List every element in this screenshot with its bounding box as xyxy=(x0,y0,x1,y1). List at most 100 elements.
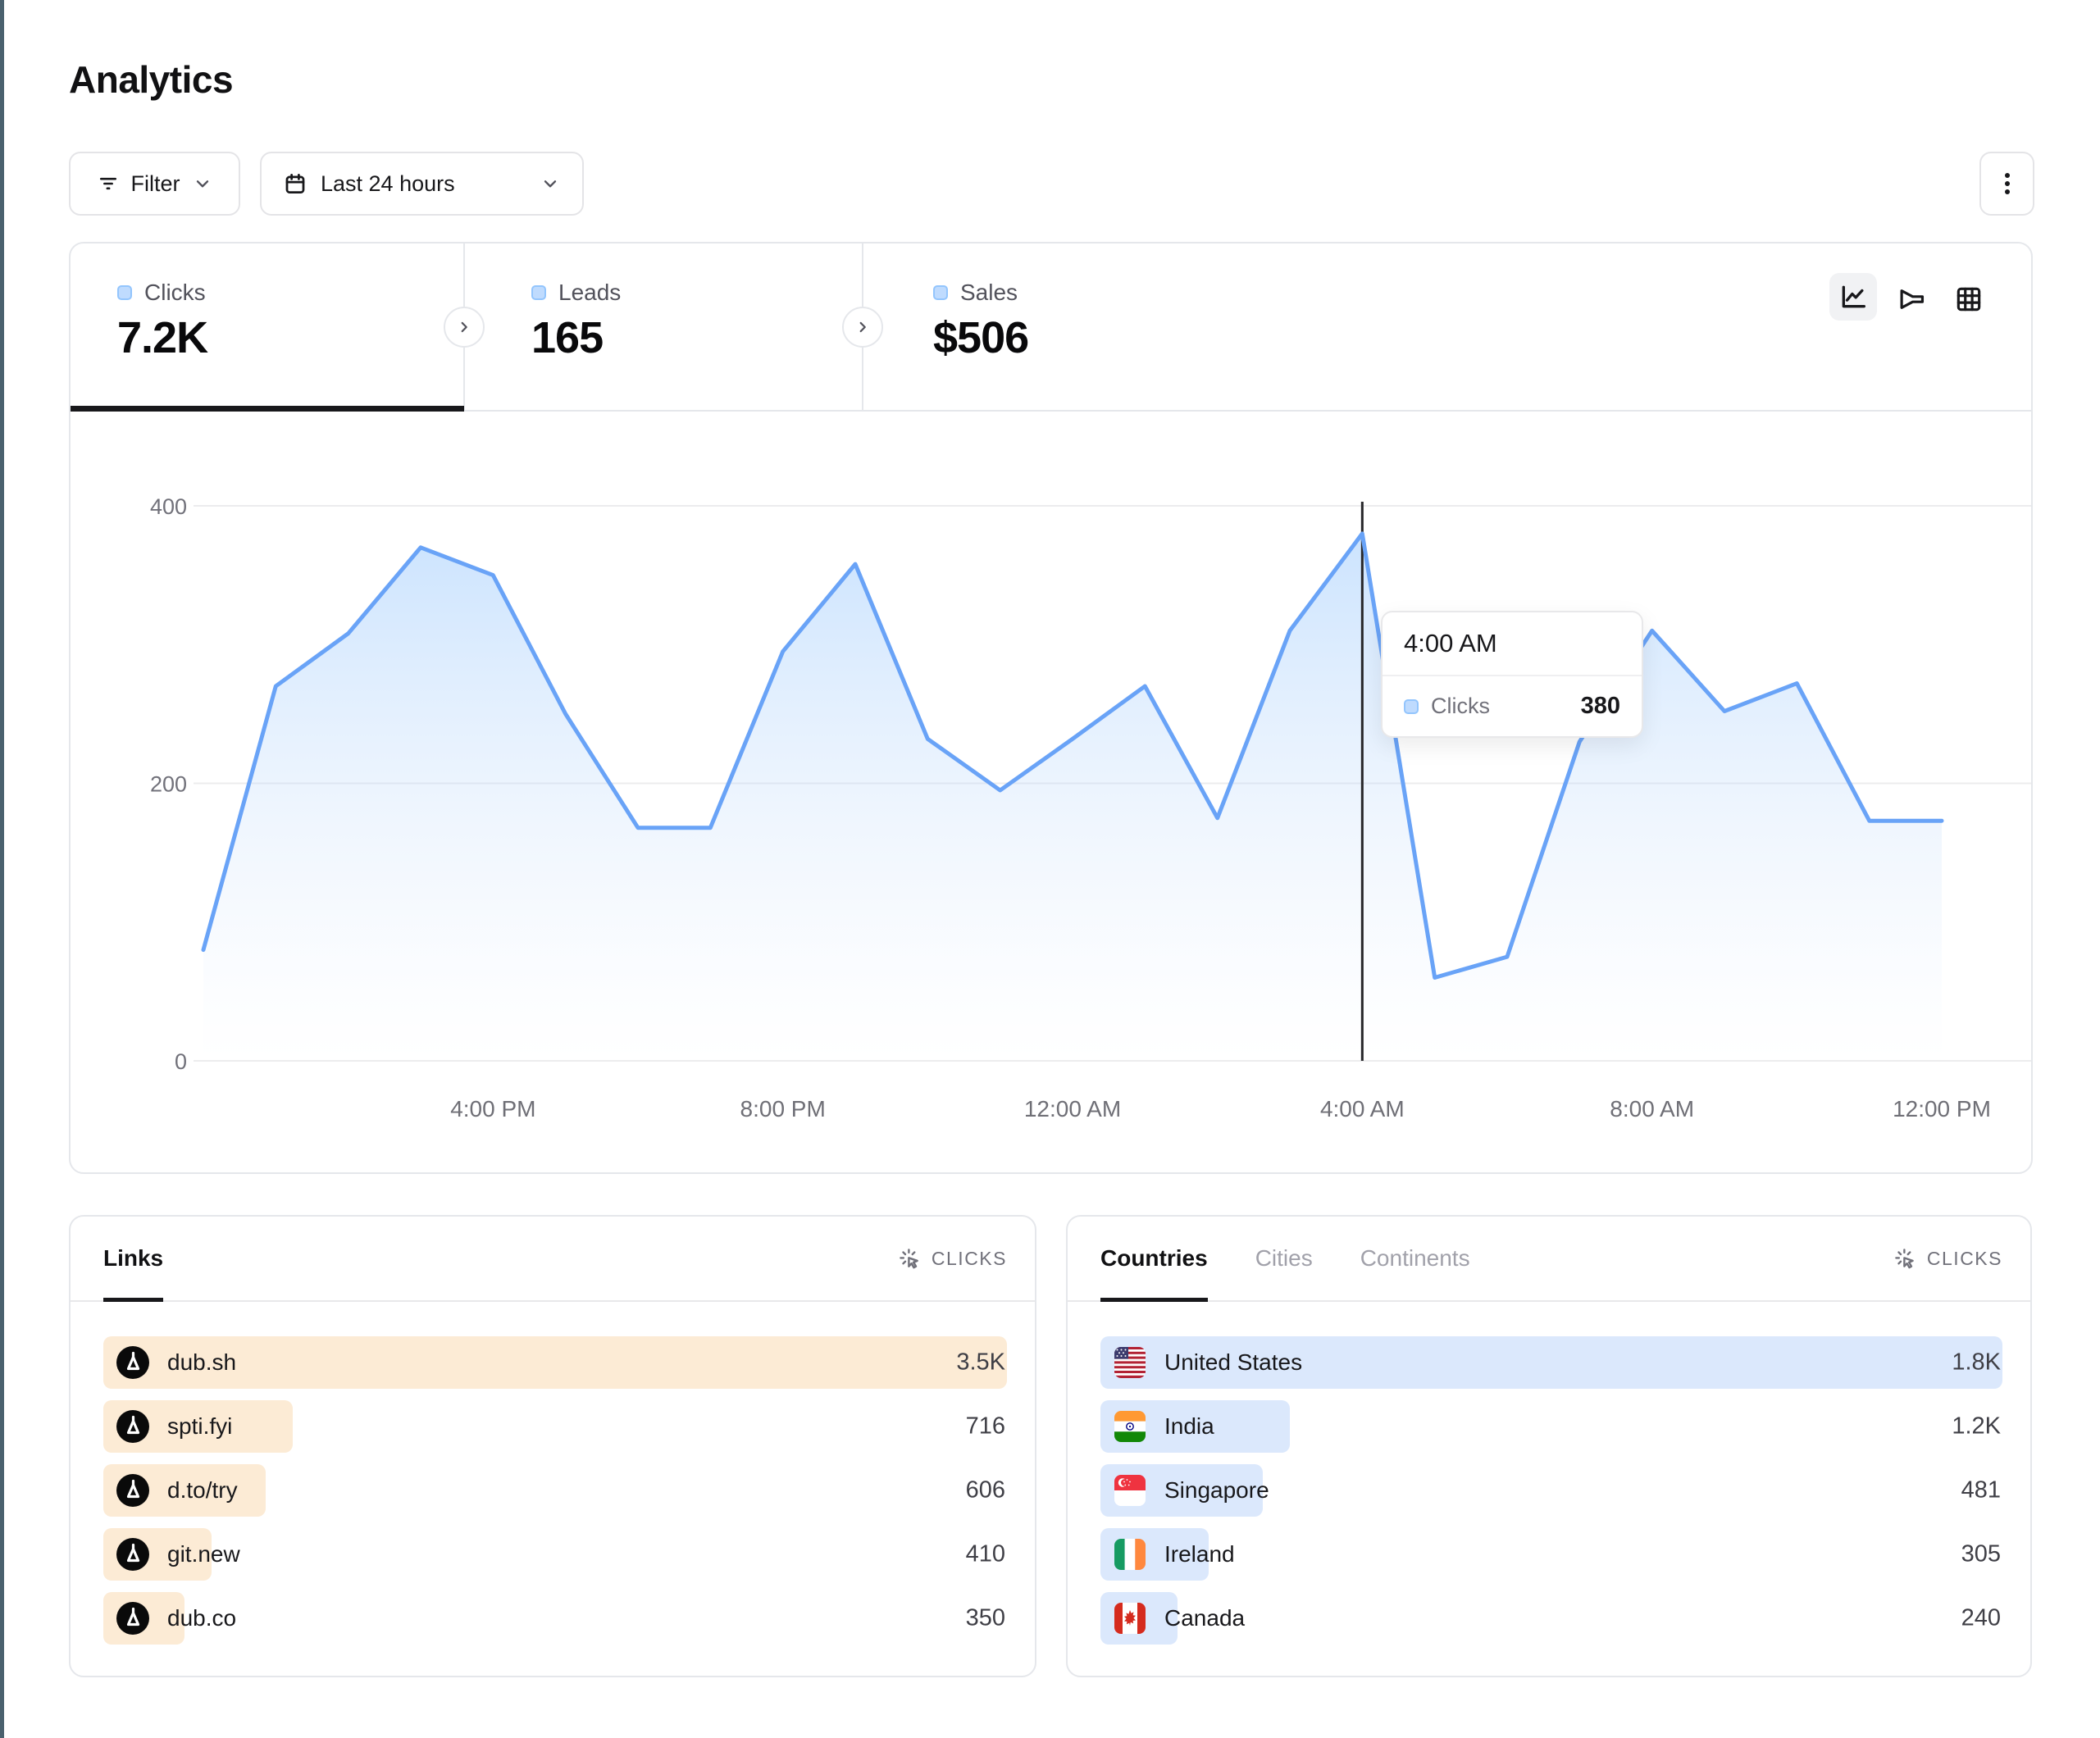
item-label: Singapore xyxy=(1164,1477,1269,1503)
active-stat-underline xyxy=(71,406,464,412)
dub-logo-icon xyxy=(116,1346,149,1379)
value-bar xyxy=(103,1336,1007,1389)
chart-tooltip: 4:00 AM Clicks 380 xyxy=(1381,611,1643,738)
stat-leads-value: 165 xyxy=(531,313,604,362)
links-metric-selector[interactable]: CLICKS xyxy=(897,1217,1007,1300)
chevron-down-icon xyxy=(540,173,561,194)
links-panel: Links CLICKS dub.sh 3.5K spti.fyi 716 d.to/t… xyxy=(69,1215,1036,1677)
flag-sg-icon xyxy=(1114,1474,1146,1507)
clicks-count: 1.2K xyxy=(1952,1413,2001,1440)
tooltip-series-label: Clicks xyxy=(1431,694,1490,718)
item-label: spti.fyi xyxy=(167,1413,233,1439)
area-chart-canvas[interactable]: 0 200 400 4:00 PM 8:00 PM 12:00 AM 4:00 AM 8:00… xyxy=(71,412,2031,1172)
analytics-card: Clicks 7.2K Leads 165 xyxy=(69,242,2033,1174)
list-item[interactable]: spti.fyi 716 xyxy=(103,1400,1007,1453)
clicks-series-line xyxy=(201,531,1944,980)
stat-sales-value: $506 xyxy=(933,313,1029,362)
list-item[interactable]: d.to/try 606 xyxy=(103,1464,1007,1517)
table-view-button[interactable] xyxy=(1948,279,1989,320)
links-tabs: Links xyxy=(103,1217,164,1302)
leads-legend-square-icon xyxy=(531,285,546,300)
stat-leads-tab[interactable]: Leads 165 xyxy=(531,280,621,363)
chart-type-switcher xyxy=(71,243,2031,412)
stat-sales-label: Sales xyxy=(960,280,1018,305)
cursor-click-icon xyxy=(1893,1246,1917,1271)
funnel-view-button[interactable] xyxy=(1891,279,1932,320)
x-tick-label: 4:00 PM xyxy=(450,1096,535,1122)
item-label: United States xyxy=(1164,1349,1303,1375)
filter-button[interactable]: Filter xyxy=(69,152,240,216)
dub-logo-icon xyxy=(116,1602,149,1635)
stat-sales-tab[interactable]: Sales $506 xyxy=(933,280,1029,363)
filter-button-label: Filter xyxy=(130,171,180,196)
tab-continents[interactable]: Continents xyxy=(1360,1245,1470,1271)
list-item[interactable]: dub.sh 3.5K xyxy=(103,1336,1007,1389)
clicks-count: 3.5K xyxy=(956,1349,1005,1376)
list-item[interactable]: git.new 410 xyxy=(103,1528,1007,1581)
list-item[interactable]: Ireland 305 xyxy=(1100,1528,2002,1581)
table-grid-icon xyxy=(1953,284,1984,315)
links-metric-label: CLICKS xyxy=(931,1247,1007,1269)
clicks-count: 606 xyxy=(965,1476,1005,1504)
x-tick-label: 8:00 AM xyxy=(1610,1096,1694,1122)
kebab-menu-icon xyxy=(1995,167,2020,200)
countries-tabs: Countries Cities Continents xyxy=(1100,1217,1470,1302)
tab-countries[interactable]: Countries xyxy=(1100,1217,1208,1302)
stats-row: Clicks 7.2K Leads 165 xyxy=(71,243,2031,412)
clicks-count: 305 xyxy=(1961,1540,2001,1567)
stat-clicks-tab[interactable]: Clicks 7.2K xyxy=(117,280,208,363)
tooltip-legend-square-icon xyxy=(1404,698,1419,714)
list-item[interactable]: United States 1.8K xyxy=(1100,1336,2002,1389)
clicks-count: 350 xyxy=(965,1604,1005,1631)
dub-logo-icon xyxy=(116,1410,149,1443)
stat-clicks-value: 7.2K xyxy=(117,313,208,362)
line-chart-view-button[interactable] xyxy=(1829,273,1877,321)
item-label: India xyxy=(1164,1413,1214,1439)
x-tick-label: 4:00 AM xyxy=(1320,1096,1405,1122)
clicks-count: 410 xyxy=(965,1540,1005,1567)
countries-panel: Countries Cities Continents CLICKS United … xyxy=(1066,1215,2032,1677)
y-tick-label: 400 xyxy=(150,494,187,519)
tab-cities[interactable]: Cities xyxy=(1255,1245,1313,1271)
chevron-down-icon xyxy=(192,173,213,194)
tab-links[interactable]: Links xyxy=(103,1217,164,1302)
expand-leads-button[interactable] xyxy=(444,307,485,348)
chevron-right-icon xyxy=(854,318,872,336)
list-item[interactable]: India 1.2K xyxy=(1100,1400,2002,1453)
funnel-chart-icon xyxy=(1896,284,1927,315)
countries-metric-label: CLICKS xyxy=(1926,1247,2002,1269)
y-tick-label: 200 xyxy=(150,772,187,797)
item-label: Canada xyxy=(1164,1605,1246,1631)
list-item[interactable]: dub.co 350 xyxy=(103,1592,1007,1645)
clicks-count: 481 xyxy=(1961,1476,2001,1504)
y-tick-label: 0 xyxy=(175,1049,187,1074)
clicks-count: 1.8K xyxy=(1952,1349,2001,1376)
area-fill xyxy=(203,533,1942,1061)
x-tick-label: 12:00 PM xyxy=(1893,1096,1991,1122)
date-range-button[interactable]: Last 24 hours xyxy=(260,152,584,216)
more-options-button[interactable] xyxy=(1979,152,2034,216)
expand-sales-button[interactable] xyxy=(842,307,883,348)
clicks-chart[interactable]: 0 200 400 4:00 PM 8:00 PM 12:00 AM 4:00 AM 8:00… xyxy=(71,412,2031,1172)
countries-metric-selector[interactable]: CLICKS xyxy=(1893,1217,2002,1300)
filter-icon xyxy=(97,172,120,195)
calendar-icon xyxy=(283,171,307,196)
date-range-label: Last 24 hours xyxy=(321,171,455,196)
item-label: git.new xyxy=(167,1541,240,1567)
list-item[interactable]: Singapore 481 xyxy=(1100,1464,2002,1517)
countries-list: United States 1.8K India 1.2K Singapore 481 Ir… xyxy=(1100,1336,2002,1645)
clicks-legend-square-icon xyxy=(117,285,132,300)
x-tick-label: 12:00 AM xyxy=(1024,1096,1121,1122)
list-item[interactable]: Canada 240 xyxy=(1100,1592,2002,1645)
x-tick-label: 8:00 PM xyxy=(740,1096,826,1122)
item-label: d.to/try xyxy=(167,1477,238,1503)
stat-leads-label: Leads xyxy=(558,280,622,305)
item-label: Ireland xyxy=(1164,1541,1235,1567)
sales-legend-square-icon xyxy=(933,285,948,300)
flag-us-icon xyxy=(1114,1346,1146,1379)
clicks-count: 716 xyxy=(965,1413,1005,1440)
clicks-count: 240 xyxy=(1961,1604,2001,1631)
stat-clicks-label: Clicks xyxy=(144,280,206,305)
item-label: dub.sh xyxy=(167,1349,237,1375)
